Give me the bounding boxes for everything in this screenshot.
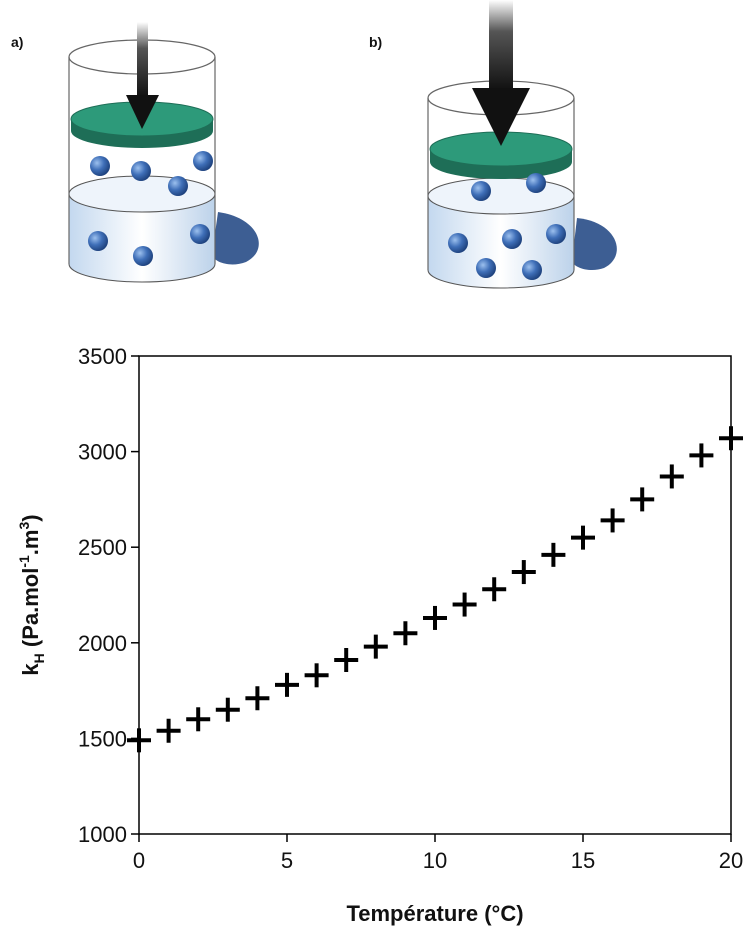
- molecule: [476, 258, 496, 278]
- molecule: [190, 224, 210, 244]
- liquid-surface: [427, 177, 575, 215]
- arrow-shaft: [137, 22, 148, 97]
- x-axis: 0 5 10 15 20: [133, 834, 743, 873]
- arrow-head: [472, 88, 530, 146]
- y-tick-label: 3500: [78, 344, 127, 369]
- molecule: [546, 224, 566, 244]
- data-point: [719, 426, 743, 451]
- data-point: [304, 663, 329, 688]
- molecule: [502, 229, 522, 249]
- y-axis-title-sub: H: [31, 653, 47, 663]
- data-point: [156, 718, 181, 743]
- data-point: [630, 487, 655, 512]
- molecule: [88, 231, 108, 251]
- panel-a: a): [11, 22, 259, 283]
- panel-b: b): [369, 0, 617, 289]
- y-tick-label: 2500: [78, 535, 127, 560]
- liquid-surface: [68, 175, 216, 213]
- x-tick-label: 20: [719, 848, 743, 873]
- molecule: [90, 156, 110, 176]
- molecule: [168, 176, 188, 196]
- data-point: [363, 634, 388, 659]
- y-axis-title-unit-b: .m: [18, 530, 43, 556]
- x-tick-label: 5: [281, 848, 293, 873]
- kh-vs-temperature-chart: 1000 1500 2000 2500 3000 3500 0 5 10 15 20 Tempér…: [16, 344, 743, 926]
- molecule: [193, 151, 213, 171]
- y-tick-label: 3000: [78, 440, 127, 465]
- data-point: [186, 707, 211, 732]
- data-point: [393, 621, 418, 646]
- shadow-shape: [212, 212, 259, 265]
- molecule: [448, 233, 468, 253]
- data-point: [275, 672, 299, 697]
- shadow-shape: [572, 218, 617, 271]
- molecule: [526, 173, 546, 193]
- data-point: [511, 560, 536, 585]
- y-axis-title-sup2: 3: [16, 522, 32, 530]
- arrow-head: [126, 95, 159, 129]
- x-axis-title: Température (°C): [346, 901, 523, 926]
- data-point: [334, 648, 359, 673]
- henry-law-illustration: a) b): [11, 0, 617, 289]
- x-tick-label: 10: [423, 848, 447, 873]
- data-point: [571, 525, 595, 550]
- y-tick-label: 1500: [78, 726, 127, 751]
- y-tick-label: 2000: [78, 631, 127, 656]
- y-axis: 1000 1500 2000 2500 3000 3500: [78, 344, 139, 847]
- data-point: [600, 508, 625, 533]
- y-axis-title-unit-c: ): [18, 514, 43, 521]
- data-point: [127, 728, 151, 753]
- molecule: [471, 181, 491, 201]
- panel-a-label: a): [11, 34, 23, 50]
- data-point: [689, 443, 714, 468]
- y-axis-title-unit-a: (Pa.mol: [18, 568, 43, 654]
- plot-area: [138, 355, 732, 835]
- y-axis-title-main: k: [18, 663, 43, 676]
- y-axis-title-sup1: -1: [16, 555, 32, 568]
- arrow-shaft: [489, 0, 513, 90]
- x-tick-label: 15: [571, 848, 595, 873]
- data-point: [423, 605, 447, 630]
- data-point: [452, 592, 477, 617]
- data-point: [482, 577, 507, 602]
- data-series: [127, 426, 743, 753]
- x-tick-label: 0: [133, 848, 145, 873]
- data-point: [215, 697, 240, 722]
- liquid-body: [68, 193, 216, 283]
- y-tick-label: 1000: [78, 822, 127, 847]
- data-point: [245, 686, 270, 711]
- molecule: [522, 260, 542, 280]
- panel-b-label: b): [369, 34, 382, 50]
- data-point: [541, 542, 566, 567]
- molecule: [133, 246, 153, 266]
- molecule: [131, 161, 151, 181]
- y-axis-title: kH (Pa.mol-1.m3): [16, 514, 47, 675]
- data-point: [659, 464, 684, 489]
